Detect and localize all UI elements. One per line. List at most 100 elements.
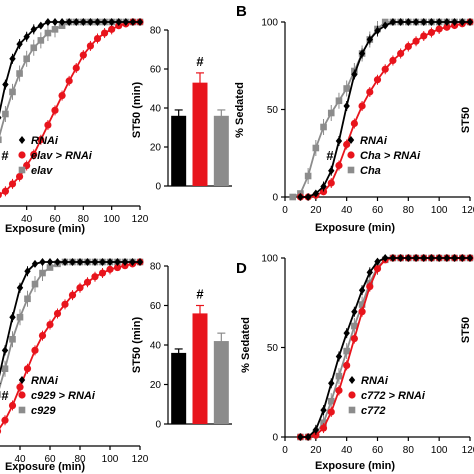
data-point <box>9 88 16 96</box>
data-point <box>327 397 335 405</box>
data-point <box>420 254 427 262</box>
data-point <box>37 21 45 30</box>
data-point <box>23 55 30 63</box>
y-tick-label: 20 <box>150 143 162 154</box>
data-point <box>0 115 2 120</box>
data-point <box>46 258 54 266</box>
data-point <box>58 92 66 100</box>
data-point <box>30 44 38 52</box>
legend-label: RNAi <box>360 135 388 147</box>
data-point <box>412 18 420 26</box>
line-panel-2: 0 20 40 60 80 100 120 0 50 100 % Sedated B ST50 Expos… <box>234 3 474 234</box>
data-point <box>51 106 59 114</box>
data-point <box>343 347 350 355</box>
legend-label: c929 > RNAi <box>31 390 96 402</box>
x-tick-label: 120 <box>462 445 474 456</box>
x-tick-label: 100 <box>102 454 119 465</box>
data-point <box>15 172 24 181</box>
data-point <box>327 179 335 187</box>
data-point <box>366 268 373 277</box>
data-point <box>374 257 381 266</box>
legend-label: c929 <box>31 405 56 417</box>
data-point <box>31 259 39 268</box>
data-point <box>435 18 443 26</box>
significance-marker: # <box>1 388 9 403</box>
series-2 <box>0 18 144 144</box>
y-tick-label: 0 <box>272 433 278 444</box>
x-axis-label: Exposure (min) <box>5 461 85 473</box>
data-point <box>58 18 66 26</box>
data-point <box>136 258 144 266</box>
legend-label: RNAi <box>31 375 59 387</box>
data-point <box>0 382 1 385</box>
data-point <box>312 425 320 434</box>
legend-marker <box>18 406 26 414</box>
legend-marker <box>348 376 356 384</box>
line-panel-5: 0 20 40 60 80 100 120 0 50 100 % Sedated D ST50 Expos… <box>236 254 474 473</box>
x-tick-label: 20 <box>310 205 322 216</box>
data-point <box>358 286 366 295</box>
data-point <box>129 18 137 26</box>
data-point <box>37 136 45 144</box>
y-tick-label: 0 <box>272 193 278 204</box>
data-point <box>69 258 76 266</box>
data-point <box>420 32 428 40</box>
data-point <box>129 258 136 266</box>
data-point <box>397 254 404 262</box>
data-point <box>404 42 412 51</box>
data-point <box>108 18 115 26</box>
data-point <box>389 56 397 65</box>
data-point <box>99 258 106 266</box>
data-point <box>9 54 16 63</box>
data-point <box>304 193 312 201</box>
data-point <box>122 18 130 26</box>
legend-marker <box>347 151 355 159</box>
data-point <box>466 18 474 26</box>
x-tick-label: 40 <box>21 214 33 225</box>
data-point <box>335 386 343 395</box>
y-tick-label: 0 <box>155 420 161 431</box>
data-point <box>435 254 443 262</box>
legend-marker <box>18 166 26 174</box>
y-tick-label: 60 <box>150 65 162 76</box>
x-axis-label: Exposure (min) <box>315 222 395 234</box>
data-point <box>24 295 31 303</box>
data-point <box>327 408 335 416</box>
data-point <box>98 269 107 277</box>
legend-marker <box>18 391 26 399</box>
data-point <box>312 189 320 198</box>
data-point <box>23 365 32 373</box>
data-point <box>54 258 61 266</box>
y-tick-label: 80 <box>150 262 162 273</box>
data-point <box>0 136 2 144</box>
series-line <box>300 21 470 198</box>
y-tick-label: 40 <box>150 341 162 352</box>
data-point <box>319 424 328 432</box>
data-point <box>389 254 397 262</box>
data-point <box>405 254 412 262</box>
data-point <box>397 49 405 58</box>
series-0 <box>0 258 144 385</box>
data-point <box>389 18 397 26</box>
x-tick-label: 40 <box>341 205 353 216</box>
significance-marker: # <box>326 148 334 163</box>
x-tick-label: 80 <box>78 214 90 225</box>
y-axis-label: ST50 (min) <box>131 82 143 139</box>
data-point <box>382 254 389 262</box>
data-point <box>72 64 80 72</box>
legend-marker <box>347 166 355 174</box>
data-point <box>16 40 23 49</box>
data-point <box>87 18 94 26</box>
data-point <box>412 37 420 45</box>
bar <box>171 115 187 186</box>
data-point <box>1 416 9 424</box>
data-point <box>23 32 30 41</box>
x-tick-label: 120 <box>462 205 474 216</box>
data-point <box>312 431 320 439</box>
data-point <box>412 254 420 262</box>
data-point <box>53 309 62 318</box>
x-tick-label: 40 <box>341 445 353 456</box>
data-point <box>343 361 351 369</box>
x-axis-label: Exposure (min) <box>315 460 395 472</box>
